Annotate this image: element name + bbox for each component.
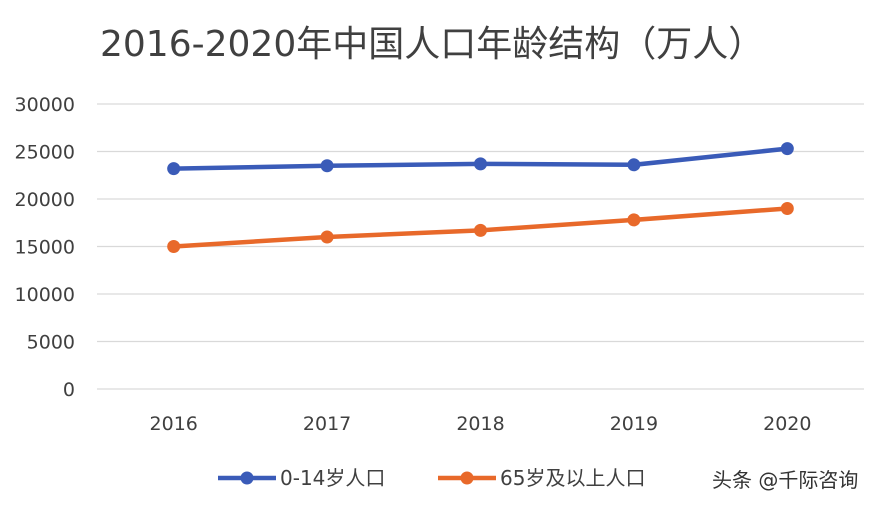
y-tick-label: 20000 (15, 189, 75, 211)
data-point (780, 142, 794, 156)
data-point (167, 240, 181, 253)
y-tick-label: 5000 (27, 332, 75, 354)
x-tick-label: 2018 (456, 413, 504, 435)
data-point (320, 159, 334, 173)
data-point (167, 162, 181, 176)
data-point (474, 157, 487, 171)
data-point (320, 230, 334, 244)
legend-item-1: 65岁及以上人口 (438, 466, 645, 490)
legend-item-0: 0-14岁人口 (218, 466, 385, 490)
y-tick-label: 10000 (15, 284, 75, 306)
x-tick-label: 2019 (610, 413, 658, 435)
data-point (780, 202, 794, 215)
x-tick-label: 2016 (150, 413, 198, 435)
y-tick-label: 30000 (15, 94, 75, 116)
legend-label: 0-14岁人口 (280, 466, 385, 490)
y-tick-label: 15000 (15, 237, 75, 259)
data-point (627, 213, 641, 227)
legend-label: 65岁及以上人口 (500, 466, 645, 490)
y-tick-label: 0 (63, 379, 75, 401)
legend-marker (240, 471, 254, 485)
chart-title: 2016-2020年中国人口年龄结构（万人） (100, 24, 764, 65)
legend-marker (460, 471, 474, 485)
x-tick-label: 2020 (763, 413, 811, 435)
data-point (474, 223, 487, 237)
data-point (627, 158, 641, 172)
y-tick-label: 25000 (15, 142, 75, 164)
x-tick-label: 2017 (303, 413, 351, 435)
watermark: 头条 @千际咨询 (712, 468, 858, 492)
